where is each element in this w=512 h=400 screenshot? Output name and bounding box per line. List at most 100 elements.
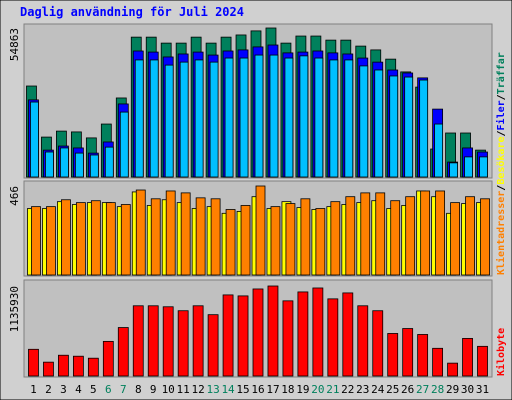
bar xyxy=(87,357,99,377)
bar xyxy=(419,79,429,178)
x-tick-label: 19 xyxy=(296,383,309,396)
bar xyxy=(342,292,354,377)
x-tick-label: 12 xyxy=(192,383,205,396)
x-tick-label: 23 xyxy=(356,383,369,396)
bar xyxy=(117,327,129,377)
bar xyxy=(282,300,294,377)
bar xyxy=(314,57,324,178)
chart-title: Daglig användning för Juli 2024 xyxy=(20,5,244,19)
bar xyxy=(180,192,191,276)
legend-entry: Träffar xyxy=(496,52,507,94)
bar xyxy=(72,355,84,377)
bar xyxy=(465,196,475,276)
bar xyxy=(254,54,264,178)
bar xyxy=(252,288,264,377)
bar xyxy=(165,190,176,276)
bar xyxy=(237,295,249,377)
legend-entry: Kilobyte xyxy=(495,328,507,376)
bar xyxy=(270,206,281,276)
bar xyxy=(224,57,234,178)
bar xyxy=(434,123,444,178)
x-tick-label: 24 xyxy=(371,383,385,396)
bar xyxy=(194,59,204,178)
x-tick-label: 3 xyxy=(60,383,67,396)
bar xyxy=(450,202,460,276)
bar xyxy=(222,294,234,377)
x-tick-label: 4 xyxy=(75,383,82,396)
bar xyxy=(327,298,339,377)
bar xyxy=(45,151,54,178)
bar xyxy=(134,59,144,178)
bar xyxy=(372,310,384,377)
bar xyxy=(432,347,444,377)
x-tick-label: 18 xyxy=(281,383,294,396)
bar xyxy=(31,206,41,276)
y-tick-label: 466 xyxy=(8,186,21,206)
bar xyxy=(417,334,429,377)
bar xyxy=(435,190,446,276)
bar xyxy=(74,152,84,178)
bar xyxy=(104,146,114,178)
x-tick-label: 22 xyxy=(341,383,354,396)
x-tick-label: 15 xyxy=(236,383,249,396)
bar xyxy=(300,198,311,276)
bar xyxy=(479,156,488,178)
bar xyxy=(255,185,266,276)
legend-entry: Klientadresser xyxy=(495,191,507,275)
x-tick-label: 8 xyxy=(135,383,142,396)
bar xyxy=(390,200,401,276)
bar xyxy=(132,305,144,377)
bar xyxy=(315,208,326,276)
bar xyxy=(239,57,249,178)
bar xyxy=(61,199,71,276)
bar xyxy=(149,59,159,178)
bar xyxy=(299,55,309,178)
bar xyxy=(75,202,86,276)
bar xyxy=(345,196,356,276)
bar xyxy=(90,200,101,276)
x-tick-label: 1 xyxy=(30,383,37,396)
bar xyxy=(297,291,309,377)
legend-entry: Besökare xyxy=(496,137,507,185)
legend-entry: Filer xyxy=(495,100,507,130)
bar xyxy=(267,285,279,377)
bar xyxy=(387,333,399,377)
bar xyxy=(329,59,339,178)
bar xyxy=(447,362,458,377)
x-tick-label: 13 xyxy=(206,383,219,396)
legend-separator: / xyxy=(496,94,507,100)
legend: Klientadresser/Besökare/Filer/Träffar xyxy=(495,52,507,275)
bar xyxy=(480,198,490,276)
bar xyxy=(147,305,159,377)
x-tick-label: 30 xyxy=(461,383,474,396)
bar xyxy=(135,189,146,276)
bar xyxy=(162,306,174,377)
x-tick-label: 28 xyxy=(431,383,444,396)
bar xyxy=(240,205,251,276)
bar xyxy=(105,202,116,276)
x-tick-label: 7 xyxy=(120,383,127,396)
bar xyxy=(150,198,161,276)
bar xyxy=(360,192,371,276)
bar xyxy=(464,156,473,178)
x-tick-label: 6 xyxy=(105,383,112,396)
bar xyxy=(375,192,386,276)
bar xyxy=(207,314,219,377)
bar xyxy=(404,76,414,178)
bar xyxy=(420,190,431,276)
x-tick-label: 20 xyxy=(311,383,324,396)
bar xyxy=(164,64,174,178)
bar xyxy=(449,162,458,178)
bar xyxy=(179,61,189,178)
bar xyxy=(210,198,221,276)
bar xyxy=(312,287,324,377)
bar xyxy=(120,204,131,276)
x-tick-label: 16 xyxy=(251,383,264,396)
bar xyxy=(477,345,488,377)
bar xyxy=(58,354,69,377)
bar xyxy=(405,196,416,276)
bar xyxy=(119,111,129,178)
bar xyxy=(209,61,219,178)
x-tick-label: 25 xyxy=(386,383,399,396)
